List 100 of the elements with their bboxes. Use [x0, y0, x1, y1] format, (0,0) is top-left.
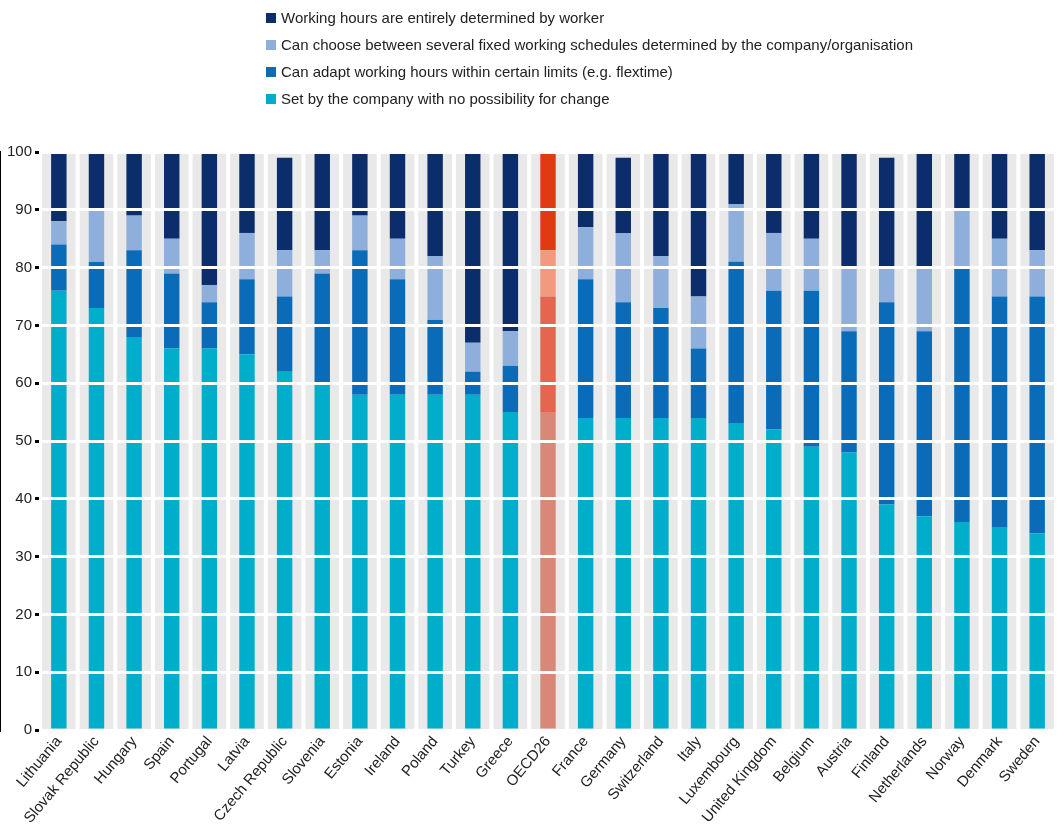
bar: [841, 452, 857, 729]
bar: [615, 232, 631, 303]
bar: [51, 290, 67, 729]
bar: [878, 302, 895, 505]
bar: [615, 302, 631, 418]
bar: [653, 308, 669, 418]
bar: [465, 152, 481, 343]
bar: [201, 348, 218, 729]
y-tick-label: 90: [15, 199, 33, 217]
bar: [577, 417, 594, 729]
bar: [276, 250, 293, 297]
bar: [88, 308, 105, 729]
bar: [314, 273, 330, 384]
bar: [126, 152, 142, 216]
bar: [276, 371, 293, 729]
bar: [803, 290, 820, 447]
bar: [1029, 533, 1045, 729]
y-tick-label: 10: [15, 662, 33, 680]
bar: [540, 250, 556, 297]
y-tick-label: 30: [15, 546, 33, 564]
bar: [427, 394, 443, 729]
bar: [728, 261, 744, 424]
bar: [1029, 296, 1045, 534]
bar: [653, 417, 669, 729]
bar: [615, 157, 631, 233]
bar: [653, 152, 669, 257]
y-tick-label: 70: [15, 315, 33, 333]
bar: [728, 204, 744, 262]
bar: [389, 152, 406, 239]
bar: [126, 215, 142, 251]
bar: [540, 152, 556, 251]
bar: [502, 152, 519, 332]
bar: [239, 152, 255, 233]
bar: [201, 302, 218, 349]
bar: [164, 348, 180, 729]
bar: [540, 412, 556, 729]
bar: [878, 267, 895, 303]
bar: [766, 290, 782, 430]
bar: [766, 152, 782, 233]
y-tick-label: 50: [15, 431, 33, 449]
bar: [916, 516, 933, 729]
bar: [51, 244, 67, 291]
bar: [954, 152, 970, 210]
bar: [1029, 250, 1045, 297]
bar: [51, 152, 67, 222]
bar: [276, 157, 293, 251]
bar: [954, 521, 970, 729]
bar: [766, 232, 782, 291]
bar: [728, 152, 744, 205]
bar: [427, 152, 443, 257]
bar: [164, 152, 180, 239]
bar: [427, 256, 443, 320]
bar: [88, 261, 105, 309]
bar: [653, 256, 669, 309]
bar: [352, 250, 368, 395]
bar: [314, 383, 330, 729]
y-tick-label: 60: [15, 373, 33, 391]
bar: [766, 429, 782, 729]
bar: [803, 152, 820, 239]
bar: [991, 296, 1008, 528]
bar: [1029, 152, 1045, 251]
bar: [427, 319, 443, 395]
bar: [690, 152, 707, 297]
legend-label: Can choose between several fixed working schedules determined by the company/organisation: [281, 35, 914, 55]
bar: [502, 331, 519, 366]
legend-label: Working hours are entirely determined by worker: [281, 8, 605, 28]
bar: [954, 209, 970, 268]
bar: [841, 152, 857, 268]
bar: [465, 394, 481, 729]
bar: [690, 296, 707, 349]
bar: [164, 273, 180, 349]
bar: [465, 342, 481, 372]
y-tick-label: 100: [7, 142, 33, 160]
bar: [615, 417, 631, 729]
bar: [502, 365, 519, 413]
bar: [88, 209, 105, 262]
bar: [916, 331, 933, 517]
bar: [389, 279, 406, 395]
bar: [201, 284, 218, 303]
legend-label: Can adapt working hours within certain limits (e.g. flextime): [281, 62, 673, 82]
bar: [841, 267, 857, 332]
legend-label: Set by the company with no possibility for change: [281, 89, 610, 109]
bar: [502, 412, 519, 729]
bar: [916, 267, 933, 332]
bar: [352, 215, 368, 251]
bar: [991, 527, 1008, 729]
bar: [577, 227, 594, 280]
bar: [954, 267, 970, 522]
bar: [690, 417, 707, 729]
bar: [728, 423, 744, 729]
bar: [577, 152, 594, 228]
bar: [991, 152, 1008, 239]
bar: [126, 336, 142, 729]
bar: [352, 152, 368, 216]
bar: [916, 152, 933, 268]
bar: [878, 504, 895, 729]
bar: [577, 279, 594, 418]
bar: [239, 232, 255, 280]
bar: [803, 446, 820, 729]
bar: [51, 221, 67, 245]
